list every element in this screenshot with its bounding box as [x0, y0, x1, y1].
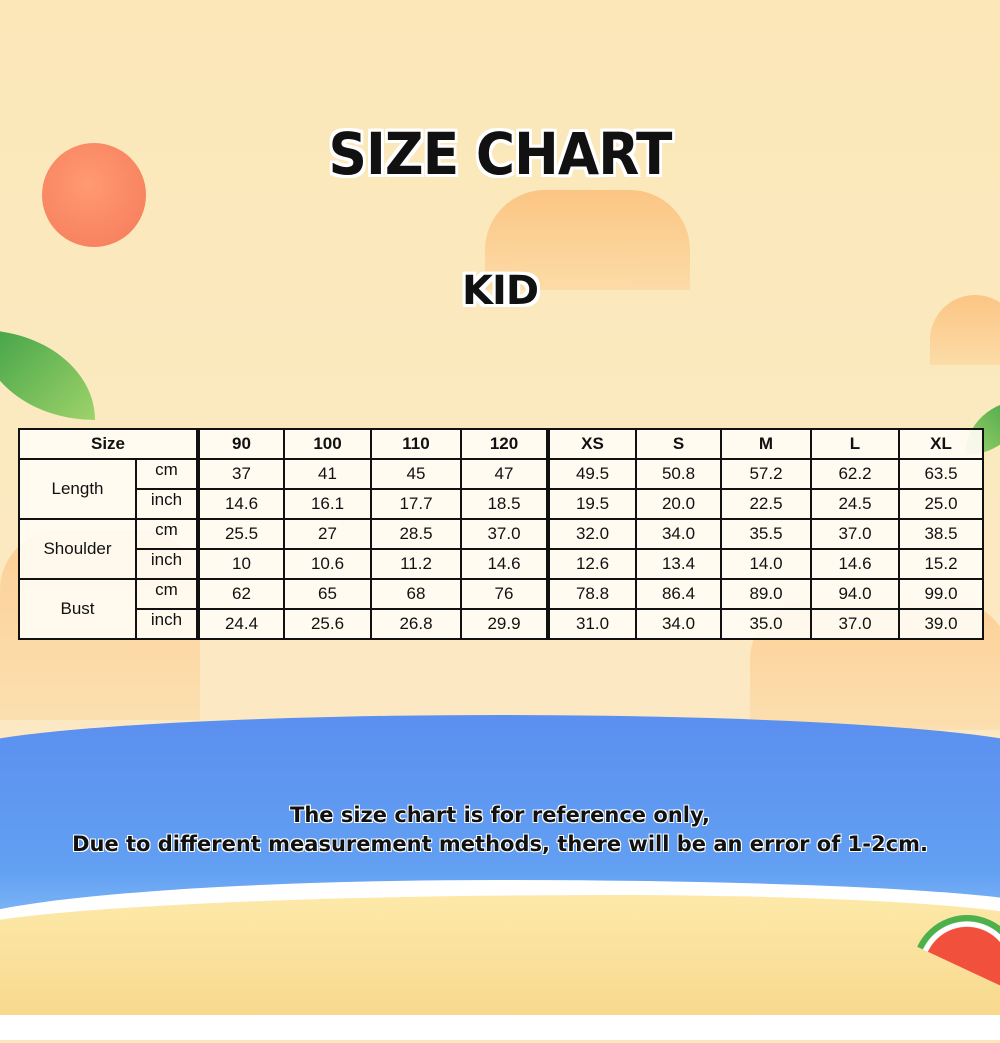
table-cell: 10.6 — [283, 548, 372, 580]
note-line: Due to different measurement methods, th… — [72, 832, 928, 856]
table-row: inch 14.6 16.1 17.7 18.5 19.5 20.0 22.5 24.5 25.0 — [19, 488, 984, 520]
table-cell: 86.4 — [635, 578, 722, 610]
table-cell: 14.6 — [460, 548, 549, 580]
table-cell: 38.5 — [898, 518, 984, 550]
table-cell: 34.0 — [635, 608, 722, 640]
size-column-header: XL — [898, 428, 984, 460]
table-cell: 94.0 — [810, 578, 900, 610]
table-cell: 26.8 — [370, 608, 462, 640]
measure-label: Bust — [18, 578, 137, 640]
table-cell: 14.6 — [810, 548, 900, 580]
table-cell: 17.7 — [370, 488, 462, 520]
size-header: Size — [18, 428, 199, 460]
table-cell: 13.4 — [635, 548, 722, 580]
table-cell: 41 — [283, 458, 372, 490]
table-row: inch 24.4 25.6 26.8 29.9 31.0 34.0 35.0 37.0 39.0 — [19, 608, 984, 640]
page-subtitle: KID — [461, 268, 539, 314]
table-cell: 50.8 — [635, 458, 722, 490]
page-title: SIZE CHART — [328, 120, 672, 188]
table-row: inch 10 10.6 11.2 14.6 12.6 13.4 14.0 14.6 15.2 — [19, 548, 984, 580]
size-column-header: 110 — [370, 428, 462, 460]
size-column-header: XS — [546, 428, 637, 460]
table-cell: 19.5 — [546, 488, 637, 520]
table-cell: 25.5 — [196, 518, 285, 550]
table-cell: 57.2 — [720, 458, 812, 490]
table-row: Bust cm 62 65 68 76 78.8 86.4 89.0 94.0 99.0 — [18, 578, 984, 640]
table-cell: 99.0 — [898, 578, 984, 610]
table-cell: 24.5 — [810, 488, 900, 520]
size-column-header: 90 — [196, 428, 285, 460]
table-cell: 76 — [460, 578, 549, 610]
table-cell: 39.0 — [898, 608, 984, 640]
unit-label: cm — [135, 458, 199, 490]
table-cell: 10 — [196, 548, 285, 580]
table-cell: 11.2 — [370, 548, 462, 580]
table-cell: 12.6 — [546, 548, 637, 580]
size-column-header: M — [720, 428, 812, 460]
table-cell: 68 — [370, 578, 462, 610]
size-column-header: S — [635, 428, 722, 460]
table-cell: 89.0 — [720, 578, 812, 610]
table-cell: 14.0 — [720, 548, 812, 580]
table-cell: 62 — [196, 578, 285, 610]
table-cell: 65 — [283, 578, 372, 610]
size-column-header: L — [810, 428, 900, 460]
sun-illustration — [42, 143, 146, 247]
table-cell: 29.9 — [460, 608, 549, 640]
table-cell: 16.1 — [283, 488, 372, 520]
size-table: Size 90 100 110 120 XS S M L XL Length cm 37 41 45 47… — [18, 428, 984, 640]
unit-label: cm — [135, 518, 199, 550]
sand-illustration — [0, 895, 1000, 1015]
table-cell: 22.5 — [720, 488, 812, 520]
table-cell: 25.0 — [898, 488, 984, 520]
measure-label: Shoulder — [18, 518, 137, 580]
table-cell: 49.5 — [546, 458, 637, 490]
size-column-header: 120 — [460, 428, 549, 460]
table-row: Length cm 37 41 45 47 49.5 50.8 57.2 62.2 63.5 — [18, 458, 984, 520]
table-cell: 37.0 — [810, 608, 900, 640]
unit-label: cm — [135, 578, 199, 610]
table-header-row: Size 90 100 110 120 XS S M L XL — [18, 428, 984, 460]
size-column-header: 100 — [283, 428, 372, 460]
table-cell: 37 — [196, 458, 285, 490]
table-cell: 78.8 — [546, 578, 637, 610]
table-cell: 18.5 — [460, 488, 549, 520]
table-row: Shoulder cm 25.5 27 28.5 37.0 32.0 34.0 35.5 37.0… — [18, 518, 984, 580]
measure-label: Length — [18, 458, 137, 520]
disclaimer-note: The size chart is for reference only, Du… — [0, 801, 1000, 859]
unit-label: inch — [135, 488, 199, 520]
table-cell: 14.6 — [196, 488, 285, 520]
table-cell: 34.0 — [635, 518, 722, 550]
table-cell: 25.6 — [283, 608, 372, 640]
table-cell: 31.0 — [546, 608, 637, 640]
table-cell: 15.2 — [898, 548, 984, 580]
table-cell: 24.4 — [196, 608, 285, 640]
palm-leaf-illustration — [0, 330, 95, 420]
table-cell: 20.0 — [635, 488, 722, 520]
table-cell: 35.5 — [720, 518, 812, 550]
table-cell: 37.0 — [810, 518, 900, 550]
cloud-illustration — [485, 190, 690, 290]
table-cell: 47 — [460, 458, 549, 490]
table-cell: 28.5 — [370, 518, 462, 550]
table-cell: 27 — [283, 518, 372, 550]
table-cell: 45 — [370, 458, 462, 490]
table-cell: 32.0 — [546, 518, 637, 550]
note-line: The size chart is for reference only, — [290, 803, 710, 827]
table-cell: 62.2 — [810, 458, 900, 490]
unit-label: inch — [135, 608, 199, 640]
table-cell: 63.5 — [898, 458, 984, 490]
table-cell: 35.0 — [720, 608, 812, 640]
unit-label: inch — [135, 548, 199, 580]
table-cell: 37.0 — [460, 518, 549, 550]
